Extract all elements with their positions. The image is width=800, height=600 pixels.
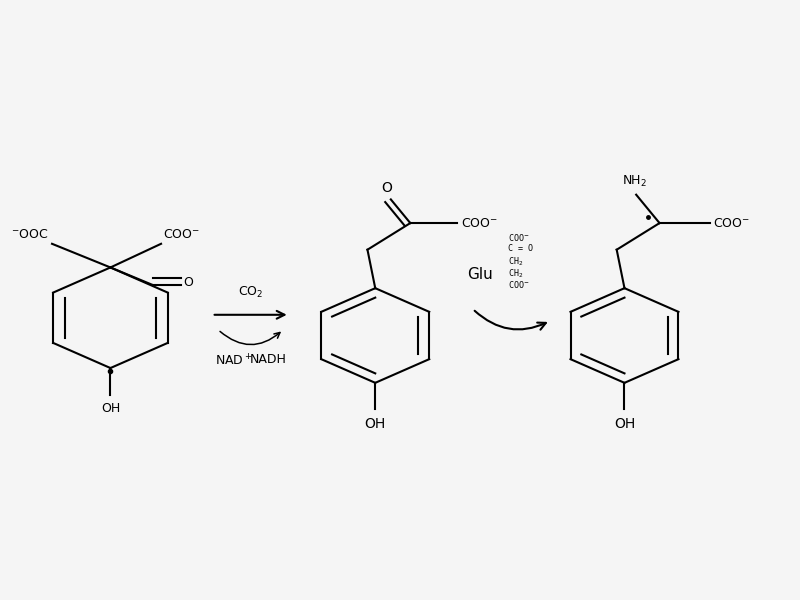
Text: C = O: C = O (508, 244, 533, 253)
Text: O: O (184, 276, 194, 289)
Text: CO$_2$: CO$_2$ (238, 285, 263, 300)
Text: NAD$^+$: NAD$^+$ (214, 353, 252, 368)
Text: COO$^{-}$: COO$^{-}$ (461, 217, 498, 230)
Text: $^{-}$OOC: $^{-}$OOC (10, 228, 48, 241)
Text: OH: OH (365, 417, 386, 431)
Text: Glu: Glu (467, 267, 494, 282)
Text: NADH: NADH (250, 353, 286, 366)
Text: CH$_2$: CH$_2$ (508, 256, 523, 268)
Text: COO$^{-}$: COO$^{-}$ (508, 232, 529, 243)
Text: COO$^{-}$: COO$^{-}$ (508, 279, 529, 290)
Text: NH$_2$: NH$_2$ (622, 173, 647, 189)
Text: CH$_2$: CH$_2$ (508, 268, 523, 280)
Text: OH: OH (101, 403, 120, 415)
Text: O: O (382, 181, 392, 194)
Text: COO$^{-}$: COO$^{-}$ (714, 217, 750, 230)
Text: COO$^{-}$: COO$^{-}$ (162, 228, 199, 241)
Text: OH: OH (614, 417, 635, 431)
